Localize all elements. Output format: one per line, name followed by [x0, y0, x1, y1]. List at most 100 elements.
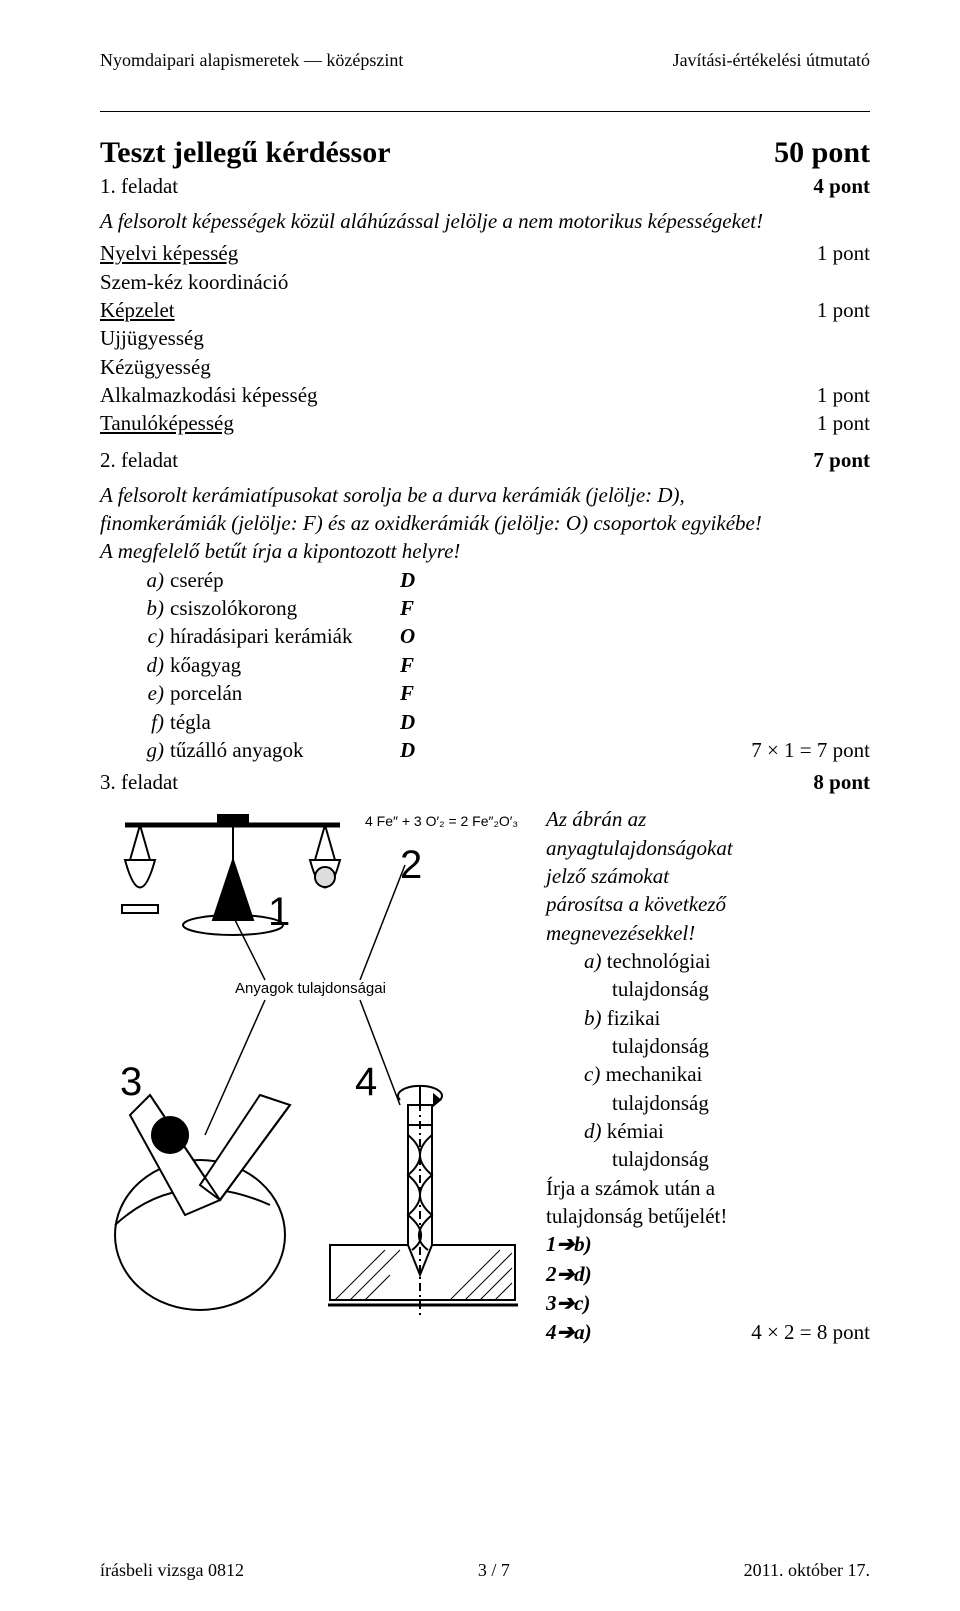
fig-num-4: 4	[355, 1060, 377, 1105]
q2-name: kőagyag	[170, 651, 400, 679]
q2-item: d)kőagyagF	[130, 651, 870, 679]
fig-num-2: 2	[400, 843, 422, 888]
q3-intro4: párosítsa a következő	[546, 890, 870, 918]
page-footer: írásbeli vizsga 0812 3 / 7 2011. október…	[100, 1560, 870, 1581]
q2-item: e)porcelánF	[130, 679, 870, 707]
q3-option: d) kémiai	[584, 1117, 870, 1145]
test-points: 50 pont	[774, 136, 870, 170]
q2-answer: D	[400, 736, 440, 764]
q2-name: tégla	[170, 708, 400, 736]
q2-prompt2: finomkerámiák (jelölje: F) és az oxidker…	[100, 509, 870, 537]
q2-item: b)csiszolókorongF	[130, 594, 870, 622]
q3-option-text2: tulajdonság	[584, 1032, 870, 1060]
q1-item-points: 1 pont	[817, 381, 870, 409]
figure-svg	[100, 805, 530, 1335]
q2-label: 2. feladat	[100, 448, 178, 473]
test-title: Teszt jellegű kérdéssor	[100, 136, 391, 170]
q1-item-points: 1 pont	[817, 409, 870, 437]
q3-option-text2: tulajdonság	[584, 1145, 870, 1173]
q2-list: a)cserépDb)csiszolókorongFc)híradásipari…	[100, 566, 870, 764]
q3-figure: 1 2 3 4 Anyagok tulajdonságai 4 Fe″ + 3 …	[100, 805, 530, 1335]
q3-pair: 4➔a) 4 × 2 = 8 pont	[546, 1318, 870, 1347]
fig-num-1: 1	[268, 890, 290, 935]
q3-heading: 3. feladat 8 pont	[100, 770, 870, 795]
q2-item: f)téglaD	[130, 708, 870, 736]
q2-prompt3: A megfelelő betűt írja a kipontozott hel…	[100, 537, 870, 565]
q2-name: tűzálló anyagok	[170, 736, 400, 764]
q2-row-points	[440, 622, 870, 650]
q3-area: 1 2 3 4 Anyagok tulajdonságai 4 Fe″ + 3 …	[100, 805, 870, 1348]
q3-right: Az ábrán az anyagtulajdonságokat jelző s…	[530, 805, 870, 1348]
footer-right: 2011. október 17.	[744, 1560, 870, 1581]
test-title-row: Teszt jellegű kérdéssor 50 pont	[100, 136, 870, 170]
q2-answer: O	[400, 622, 440, 650]
q1-item: Kézügyesség	[100, 353, 870, 381]
q2-row-points	[440, 708, 870, 736]
q2-row-points	[440, 651, 870, 679]
q3-option: a) technológiai	[584, 947, 870, 975]
q3-items: a) technológiaitulajdonságb) fizikaitula…	[546, 947, 870, 1174]
q1-list: Nyelvi képesség1 pontSzem-kéz koordináci…	[100, 239, 870, 437]
q3-score: 4 × 2 = 8 pont	[751, 1318, 870, 1347]
q2-row-points	[440, 594, 870, 622]
q1-item-text: Szem-kéz koordináció	[100, 268, 288, 296]
q2-row-points: 7 × 1 = 7 pont	[440, 736, 870, 764]
q3-points: 8 pont	[813, 770, 870, 795]
q1-label: 1. feladat	[100, 174, 178, 199]
q1-item-points: 1 pont	[817, 296, 870, 324]
q3-pair: 1➔b)	[546, 1230, 870, 1259]
q3-intro2: anyagtulajdonságokat	[546, 834, 870, 862]
q1-item-text: Alkalmazkodási képesség	[100, 381, 318, 409]
q1-item: Nyelvi képesség1 pont	[100, 239, 870, 267]
q2-answer: F	[400, 679, 440, 707]
q2-letter: g)	[130, 736, 170, 764]
header-right: Javítási-értékelési útmutató	[673, 50, 870, 71]
q2-answer: D	[400, 566, 440, 594]
q1-item-text: Tanulóképesség	[100, 409, 234, 437]
q3-intro3: jelző számokat	[546, 862, 870, 890]
q2-prompt1: A felsorolt kerámiatípusokat sorolja be …	[100, 481, 870, 509]
q1-prompt: A felsorolt képességek közül aláhúzással…	[100, 207, 870, 235]
q3-option-text2: tulajdonság	[584, 975, 870, 1003]
q2-heading: 2. feladat 7 pont	[100, 448, 870, 473]
q2-answer: F	[400, 594, 440, 622]
q3-pairs: 1➔b)2➔d)3➔c)4➔a)4 × 2 = 8 pont	[546, 1230, 870, 1347]
q1-item-points: 1 pont	[817, 239, 870, 267]
q1-item: Alkalmazkodási képesség 1 pont	[100, 381, 870, 409]
q1-item: Tanulóképesség 1 pont	[100, 409, 870, 437]
q3-option-text1: mechanikai	[606, 1062, 703, 1086]
q1-item-text: Képzelet	[100, 296, 175, 324]
q2-letter: a)	[130, 566, 170, 594]
q1-heading: 1. feladat 4 pont	[100, 174, 870, 199]
q2-answer: D	[400, 708, 440, 736]
q2-name: csiszolókorong	[170, 594, 400, 622]
q1-item-text: Ujjügyesség	[100, 324, 204, 352]
q3-after1: Írja a számok után a	[546, 1174, 870, 1202]
q2-row-points	[440, 566, 870, 594]
q1-item: Ujjügyesség	[100, 324, 870, 352]
q3-option-letter: d)	[584, 1119, 607, 1143]
q2-name: cserép	[170, 566, 400, 594]
q3-pair-text: 4➔a)	[546, 1318, 592, 1347]
header-left: Nyomdaipari alapismeretek — középszint	[100, 50, 403, 71]
q3-option: b) fizikai	[584, 1004, 870, 1032]
q3-option: c) mechanikai	[584, 1060, 870, 1088]
q3-option-text1: technológiai	[607, 949, 711, 973]
footer-left: írásbeli vizsga 0812	[100, 1560, 244, 1581]
fig-num-3: 3	[120, 1060, 142, 1105]
q2-letter: d)	[130, 651, 170, 679]
q3-pair-text: 2➔d)	[546, 1260, 592, 1289]
q3-option-text1: kémiai	[607, 1119, 664, 1143]
q1-points: 4 pont	[813, 174, 870, 199]
q2-points: 7 pont	[813, 448, 870, 473]
q2-answer: F	[400, 651, 440, 679]
q3-option-letter: c)	[584, 1062, 606, 1086]
q3-intro1: Az ábrán az	[546, 805, 870, 833]
q1-item: Szem-kéz koordináció	[100, 268, 870, 296]
q2-letter: f)	[130, 708, 170, 736]
q3-label: 3. feladat	[100, 770, 178, 795]
q2-letter: b)	[130, 594, 170, 622]
q2-row-points	[440, 679, 870, 707]
q2-item: g)tűzálló anyagokD7 × 1 = 7 pont	[130, 736, 870, 764]
q3-pair-text: 1➔b)	[546, 1230, 592, 1259]
